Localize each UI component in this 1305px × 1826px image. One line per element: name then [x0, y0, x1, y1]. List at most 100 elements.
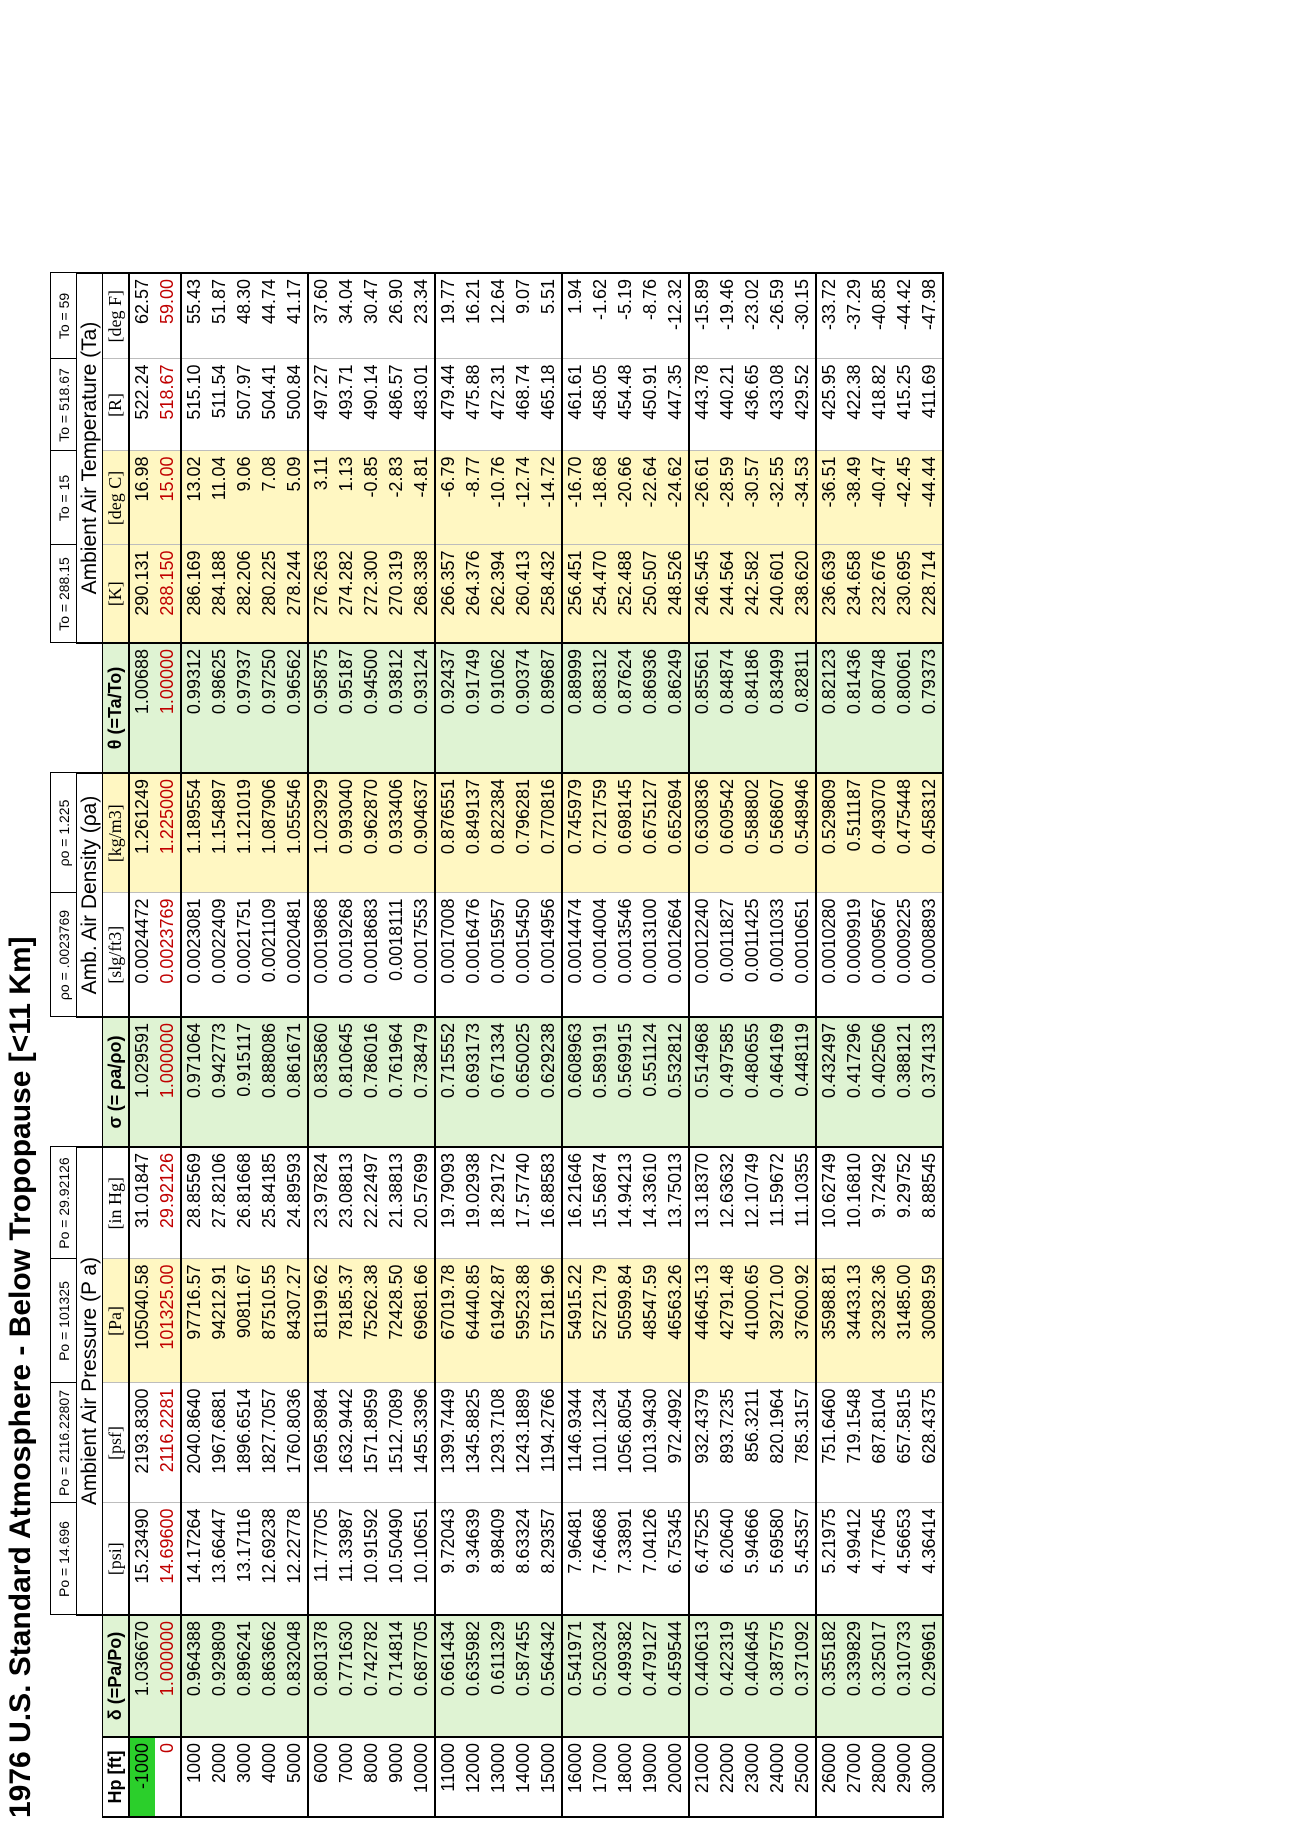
cell-hp: 1000: [181, 1737, 207, 1817]
cell-theta: 0.79373: [917, 643, 943, 773]
cell-kgm3: 1.087906: [257, 773, 282, 893]
table-row: 12000 0.635982 9.34639 1345.8825 64440.85 19.…: [461, 273, 486, 1817]
cell-psi: 7.96481: [562, 1503, 588, 1615]
cell-C: 15.00: [155, 451, 181, 545]
cell-F: -26.59: [765, 273, 790, 359]
cell-theta: 0.82123: [816, 643, 842, 773]
cell-C: -30.57: [740, 451, 765, 545]
cell-F: 55.43: [181, 273, 207, 359]
cell-inhg: 31.01847: [129, 1147, 155, 1259]
cell-psi: 5.94666: [740, 1503, 765, 1615]
cell-sigma: 0.514968: [689, 1017, 715, 1147]
cell-R: 468.74: [511, 359, 536, 451]
cell-psf: 856.3211: [740, 1383, 765, 1503]
cell-psf: 1512.7089: [384, 1383, 409, 1503]
cell-C: -20.66: [613, 451, 638, 545]
cell-psf: 1194.2766: [536, 1383, 562, 1503]
cell-pa: 90811.67: [232, 1259, 257, 1383]
cell-theta: 1.00000: [155, 643, 181, 773]
table-row: 16000 0.541971 7.96481 1146.9344 54915.22 16.…: [562, 273, 588, 1817]
cell-theta: 0.97937: [232, 643, 257, 773]
cell-R: 522.24: [129, 359, 155, 451]
cell-psi: 4.56653: [892, 1503, 917, 1615]
col-hp: Hp [ft]: [102, 1737, 129, 1817]
cell-psi: 8.29357: [536, 1503, 562, 1615]
cell-psi: 7.33891: [613, 1503, 638, 1615]
cell-psf: 1455.3396: [409, 1383, 435, 1503]
cell-theta: 0.81436: [842, 643, 867, 773]
cell-K: 260.413: [511, 545, 536, 643]
cell-pa: 105040.58: [129, 1259, 155, 1383]
cell-pa: 30089.59: [917, 1259, 943, 1383]
col-R: [R]: [102, 359, 129, 451]
cell-inhg: 13.75013: [663, 1147, 689, 1259]
cell-slg: 0.0019868: [308, 893, 334, 1017]
cell-F: 9.07: [511, 273, 536, 359]
table-row: 1000 0.964388 14.17264 2040.8640 97716.57 28.…: [181, 273, 207, 1817]
cell-theta: 0.94500: [359, 643, 384, 773]
cell-sigma: 0.715552: [435, 1017, 461, 1147]
cell-R: 443.78: [689, 359, 715, 451]
cell-theta: 0.90374: [511, 643, 536, 773]
cell-pa: 81199.62: [308, 1259, 334, 1383]
cell-delta: 0.459544: [663, 1615, 689, 1737]
cell-K: 244.564: [715, 545, 740, 643]
table-row: 4000 0.863662 12.69238 1827.7057 87510.55 25.…: [257, 273, 282, 1817]
cell-hp: 3000: [232, 1737, 257, 1817]
cell-theta: 0.91749: [461, 643, 486, 773]
table-row: 18000 0.499382 7.33891 1056.8054 50599.84 14.…: [613, 273, 638, 1817]
cell-psf: 932.4379: [689, 1383, 715, 1503]
cell-F: 41.17: [282, 273, 308, 359]
cell-pa: 72428.50: [384, 1259, 409, 1383]
cell-R: 500.84: [282, 359, 308, 451]
cell-K: 270.319: [384, 545, 409, 643]
cell-hp: 2000: [207, 1737, 232, 1817]
cell-sigma: 0.464169: [765, 1017, 790, 1147]
cell-kgm3: 1.225000: [155, 773, 181, 893]
cell-pa: 41000.65: [740, 1259, 765, 1383]
col-psi: [psi]: [102, 1503, 129, 1615]
cell-kgm3: 1.189554: [181, 773, 207, 893]
cell-sigma: 0.551124: [638, 1017, 663, 1147]
cell-psi: 6.47525: [689, 1503, 715, 1615]
cell-slg: 0.0014004: [588, 893, 613, 1017]
cell-R: 436.65: [740, 359, 765, 451]
cell-delta: 0.929809: [207, 1615, 232, 1737]
cell-delta: 0.355182: [816, 1615, 842, 1737]
cell-theta: 0.95875: [308, 643, 334, 773]
cell-psf: 2193.8300: [129, 1383, 155, 1503]
cell-psf: 628.4375: [917, 1383, 943, 1503]
cell-sigma: 0.532812: [663, 1017, 689, 1147]
cell-delta: 0.440613: [689, 1615, 715, 1737]
cell-F: 19.77: [435, 273, 461, 359]
cell-sigma: 0.480655: [740, 1017, 765, 1147]
cell-K: 252.488: [613, 545, 638, 643]
cell-inhg: 10.16810: [842, 1147, 867, 1259]
cell-F: -23.02: [740, 273, 765, 359]
ref-C: To = 15: [50, 451, 77, 545]
cell-K: 250.507: [638, 545, 663, 643]
cell-psi: 14.17264: [181, 1503, 207, 1615]
cell-C: 5.09: [282, 451, 308, 545]
col-delta: δ (=Pa/Po): [102, 1615, 129, 1737]
cell-sigma: 0.971064: [181, 1017, 207, 1147]
cell-K: 276.263: [308, 545, 334, 643]
cell-F: -5.19: [613, 273, 638, 359]
cell-delta: 1.000000: [155, 1615, 181, 1737]
cell-pa: 78185.37: [334, 1259, 359, 1383]
cell-pa: 52721.79: [588, 1259, 613, 1383]
cell-psf: 1293.7108: [486, 1383, 511, 1503]
cell-psi: 13.17116: [232, 1503, 257, 1615]
cell-theta: 0.92437: [435, 643, 461, 773]
cell-R: 415.25: [892, 359, 917, 451]
cell-pa: 54915.22: [562, 1259, 588, 1383]
cell-inhg: 18.29172: [486, 1147, 511, 1259]
cell-hp: 29000: [892, 1737, 917, 1817]
cell-hp: 14000: [511, 1737, 536, 1817]
cell-psf: 820.1964: [765, 1383, 790, 1503]
cell-slg: 0.0017008: [435, 893, 461, 1017]
cell-slg: 0.0013546: [613, 893, 638, 1017]
table-row: 27000 0.339829 4.99412 719.1548 34433.13 10.1…: [842, 273, 867, 1817]
cell-C: -22.64: [638, 451, 663, 545]
cell-inhg: 19.79093: [435, 1147, 461, 1259]
